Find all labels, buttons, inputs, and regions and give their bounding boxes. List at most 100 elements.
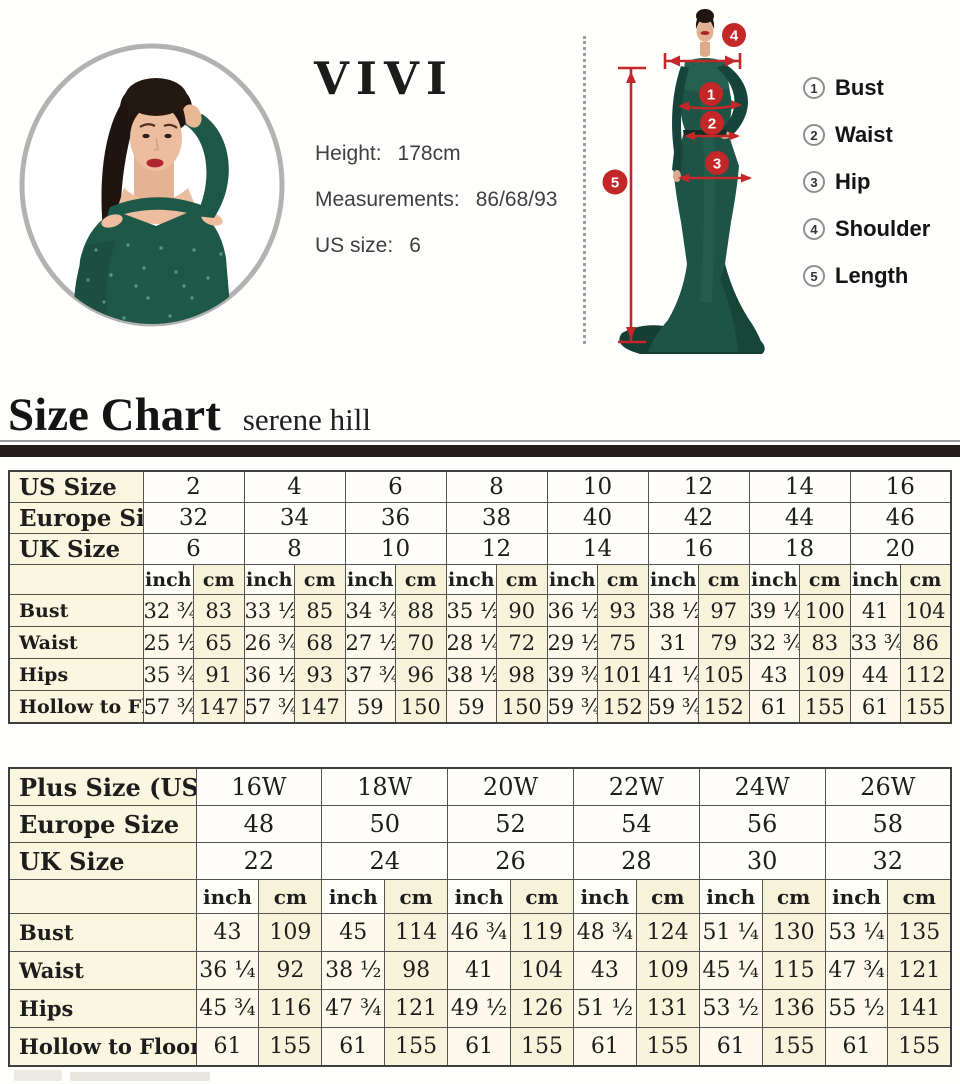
- measure-inch-cell: 29 ½: [546, 626, 598, 659]
- row-label: Hollow to Floor: [8, 690, 144, 724]
- measure-inch-cell: 48 ¾: [572, 913, 637, 952]
- measure-cm-cell: 83: [799, 626, 851, 659]
- size-value-cell: 18W: [321, 767, 449, 806]
- measure-cm-cell: 100: [799, 594, 851, 627]
- measure-cm-cell: 147: [193, 690, 245, 724]
- measure-cm-cell: 98: [496, 658, 548, 691]
- size-value-cell: 14: [748, 470, 851, 503]
- size-value-cell: 18: [748, 533, 851, 565]
- size-value-cell: 44: [748, 502, 851, 534]
- measure-cm-cell: 150: [395, 690, 447, 724]
- brand-title: VIVI: [314, 52, 454, 105]
- measure-cm-cell: 88: [395, 594, 447, 627]
- legend-num-2-icon: 2: [803, 124, 825, 146]
- unit-inch-cell: inch: [243, 564, 295, 595]
- size-value-cell: 56: [698, 805, 826, 843]
- measure-inch-cell: 45 ¼: [698, 951, 763, 990]
- measure-inch-cell: 45: [321, 913, 386, 952]
- measure-inch-cell: 53 ¼: [824, 913, 889, 952]
- unit-row: inch cm inch cm inch cm inch cm inch cm inch cm inch…: [8, 564, 952, 595]
- measure-cm-cell: 101: [597, 658, 649, 691]
- size-value-cell: 28: [572, 842, 700, 880]
- model-info: Height: 178cm Measurements: 86/68/93 US si…: [315, 142, 557, 280]
- measure-inch-cell: 33 ¾: [849, 626, 901, 659]
- size-value-cell: 16W: [195, 767, 323, 806]
- measurements-label: Measurements:: [315, 188, 460, 211]
- measure-cm-cell: 155: [510, 1027, 574, 1067]
- table-row: Waist 36 ¼ 92 38 ½ 98 41 104 43 109 45 ¼ 115 47 ¾ 12…: [8, 951, 952, 990]
- model-us-size: US size: 6: [315, 234, 557, 258]
- table-row: Hollow to Floor 61 155 61 155 61 155 61 155 61 155…: [8, 1027, 952, 1067]
- measure-cm-cell: 92: [258, 951, 323, 990]
- row-label: Bust: [8, 594, 144, 627]
- measure-cm-cell: 121: [887, 951, 952, 990]
- us-size-label: US size:: [315, 234, 394, 257]
- measure-cm-cell: 155: [887, 1027, 952, 1067]
- measure-inch-cell: 41: [849, 594, 901, 627]
- table-row: Plus Size (US) 16W 18W 20W 22W 24W 26W: [8, 767, 952, 806]
- measure-inch-cell: 36 ½: [546, 594, 598, 627]
- size-value-cell: 40: [546, 502, 649, 534]
- legend-num-4-icon: 4: [803, 218, 825, 240]
- measure-cm-cell: 119: [510, 913, 574, 952]
- measure-cm-cell: 155: [900, 690, 952, 724]
- marker-5: 5: [611, 175, 619, 192]
- legend-item-bust: 1 Bust: [803, 75, 930, 101]
- measure-inch-cell: 59: [445, 690, 497, 724]
- measure-cm-cell: 85: [294, 594, 346, 627]
- plus-size-chart: Plus Size (US) 16W 18W 20W 22W 24W 26W Europe S…: [8, 767, 952, 1067]
- unit-cm-cell: cm: [496, 564, 548, 595]
- measure-inch-cell: 61: [824, 1027, 889, 1067]
- size-value-cell: 6: [344, 470, 447, 503]
- measure-inch-cell: 43: [748, 658, 800, 691]
- marker-2: 2: [708, 116, 716, 133]
- size-value-cell: 24: [321, 842, 449, 880]
- measure-inch-cell: 61: [748, 690, 800, 724]
- measure-cm-cell: 114: [384, 913, 449, 952]
- measure-inch-cell: 38 ½: [445, 658, 497, 691]
- unit-inch-cell: inch: [447, 879, 512, 914]
- size-value-cell: 16: [849, 470, 952, 503]
- row-label: Bust: [8, 913, 197, 952]
- measure-cm-cell: 75: [597, 626, 649, 659]
- measure-cm-cell: 126: [510, 989, 574, 1028]
- section-title: Size Chart: [8, 389, 221, 441]
- unit-cm-cell: cm: [900, 564, 952, 595]
- measure-cm-cell: 98: [384, 951, 449, 990]
- measure-cm-cell: 90: [496, 594, 548, 627]
- legend-num-5-icon: 5: [803, 265, 825, 287]
- size-value-cell: 48: [195, 805, 323, 843]
- unit-inch-cell: inch: [546, 564, 598, 595]
- model-photo-illustration: [19, 43, 285, 327]
- measure-cm-cell: 155: [258, 1027, 323, 1067]
- measure-inch-cell: 59: [344, 690, 396, 724]
- measure-cm-cell: 130: [761, 913, 826, 952]
- unit-inch-cell: inch: [698, 879, 763, 914]
- measure-inch-cell: 59 ¾: [546, 690, 598, 724]
- size-value-cell: 50: [321, 805, 449, 843]
- table-row: Hips 45 ¾ 116 47 ¾ 121 49 ½ 126 51 ½ 131 53 ½ 136 5…: [8, 989, 952, 1028]
- measure-inch-cell: 47 ¾: [824, 951, 889, 990]
- measure-cm-cell: 91: [193, 658, 245, 691]
- size-value-cell: 30: [698, 842, 826, 880]
- size-value-cell: 24W: [698, 767, 826, 806]
- unit-cm-cell: cm: [510, 879, 574, 914]
- marker-badges: 1 2 3 4 5: [602, 23, 746, 195]
- size-value-cell: 38: [445, 502, 548, 534]
- size-value-cell: 14: [546, 533, 649, 565]
- marker-3: 3: [713, 156, 721, 173]
- measure-cm-cell: 112: [900, 658, 952, 691]
- measure-cm-cell: 147: [294, 690, 346, 724]
- size-value-cell: 10: [344, 533, 447, 565]
- row-label: Waist: [8, 951, 197, 990]
- bottom-artifact: [14, 1070, 62, 1081]
- measure-cm-cell: 105: [698, 658, 750, 691]
- unit-inch-cell: inch: [445, 564, 497, 595]
- unit-cm-cell: cm: [698, 564, 750, 595]
- measure-inch-cell: 39 ¼: [748, 594, 800, 627]
- measure-inch-cell: 61: [698, 1027, 763, 1067]
- measure-cm-cell: 68: [294, 626, 346, 659]
- size-value-cell: 22W: [572, 767, 700, 806]
